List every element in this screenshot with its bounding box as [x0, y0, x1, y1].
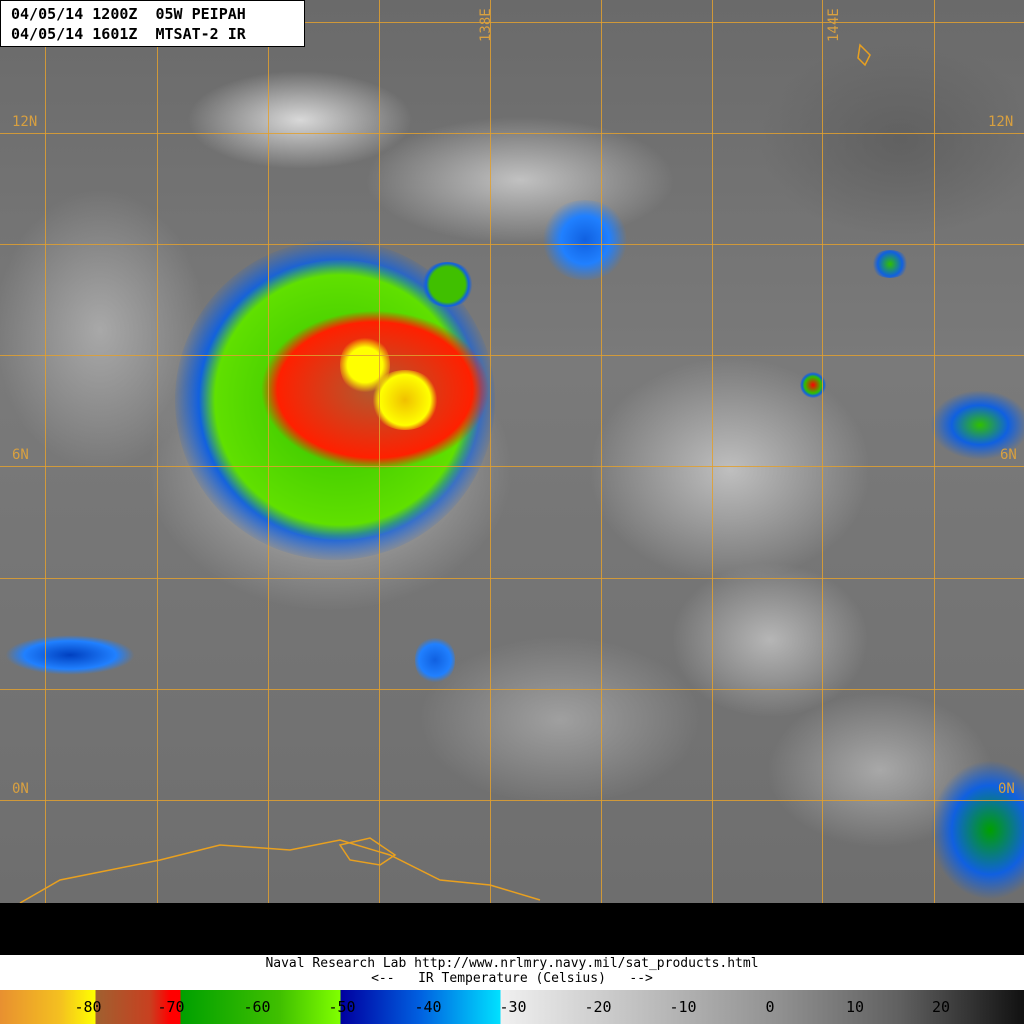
longitude-line [601, 0, 602, 903]
longitude-line [490, 0, 491, 903]
credit-text: Naval Research Lab http://www.nrlmry.nav… [265, 956, 759, 971]
latitude-line [0, 466, 1024, 467]
storm-core-yellow-2 [340, 335, 390, 395]
cell-small-red [800, 372, 826, 398]
cell-blue-west [5, 635, 135, 675]
cell-small-east [870, 250, 910, 278]
lat-label-12n-left: 12N [12, 114, 38, 130]
footer: Naval Research Lab http://www.nrlmry.nav… [0, 955, 1024, 990]
colorbar-tick: -70 [157, 998, 185, 1016]
longitude-line [45, 0, 46, 903]
lat-label-0n-left: 0N [12, 781, 29, 797]
colorbar-tick: 0 [765, 998, 775, 1016]
latitude-line [0, 689, 1024, 690]
ir-satellite-imagery [0, 0, 1024, 903]
header-sensor-line: 04/05/14 1601Z MTSAT-2 IR [11, 25, 246, 43]
coastline-guam [857, 43, 871, 67]
colorbar-tick: -20 [584, 998, 612, 1016]
longitude-line [822, 0, 823, 903]
colorbar-tick: 10 [845, 998, 865, 1016]
colorbar-tick: -30 [499, 998, 527, 1016]
coastline-new-guinea [19, 839, 541, 903]
longitude-line [379, 0, 380, 903]
cell-blue-north [540, 200, 630, 280]
longitude-line [268, 0, 269, 903]
longitude-line [157, 0, 158, 903]
coastline-island [338, 837, 397, 866]
cell-blue-south [415, 635, 455, 685]
colorbar-tick: -60 [243, 998, 271, 1016]
colorbar-tick: -10 [669, 998, 697, 1016]
lat-label-6n-left: 6N [12, 447, 29, 463]
longitude-line [934, 0, 935, 903]
colorbar-tick: 20 [931, 998, 951, 1016]
latitude-line [0, 244, 1024, 245]
coastline-overlay [19, 43, 871, 903]
temperature-colorbar: -80 -70 -60 -50 -40 -30 -20 -10 0 10 20 [0, 990, 1024, 1024]
cell-green-east [420, 262, 475, 307]
lat-label-12n-right: 12N [988, 114, 1014, 130]
header-storm-line: 04/05/14 1200Z 05W PEIPAH [11, 5, 246, 23]
longitude-line [712, 0, 713, 903]
latitude-line [0, 355, 1024, 356]
lat-label-6n-right: 6N [1000, 447, 1017, 463]
colorbar-tick: -80 [74, 998, 102, 1016]
latitude-line [0, 22, 1024, 23]
image-bottom-band [0, 903, 1024, 955]
cell-blue-southeast [930, 760, 1024, 900]
image-info-box: 04/05/14 1200Z 05W PEIPAH 04/05/14 1601Z … [0, 0, 305, 47]
colorbar-tick: -40 [414, 998, 442, 1016]
latitude-line [0, 800, 1024, 801]
scale-title: <-- IR Temperature (Celsius) --> [371, 971, 653, 986]
latitude-line [0, 578, 1024, 579]
cell-blue-east [930, 390, 1024, 460]
latitude-line [0, 133, 1024, 134]
lat-label-0n-right: 0N [998, 781, 1015, 797]
colorbar-tick: -50 [328, 998, 356, 1016]
